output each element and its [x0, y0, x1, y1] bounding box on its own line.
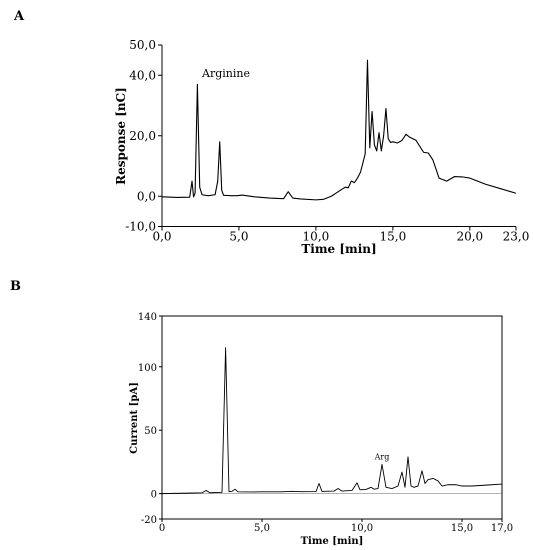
chart-b-trace: [161, 347, 503, 495]
chart-b-x-label: Time [min]: [301, 536, 364, 547]
chart-b-x-tick-label: 0: [159, 523, 165, 534]
chart-a-y-tick-label: 40,0: [129, 68, 156, 82]
chart-b-y-label: Current [pA]: [129, 382, 140, 454]
chart-a-y-tick-label: 50,0: [129, 38, 156, 52]
chart-b-y-tick-label: 140: [138, 312, 157, 323]
chart-a-x-ticks: 0,0 5,0 10,0 15,0 20,0 23,0: [152, 226, 530, 244]
chart-a-x-tick-label: 20,0: [456, 230, 483, 244]
chart-a-x-tick-label: 15,0: [380, 230, 407, 244]
chart-b-y-tick-label: 50: [144, 426, 157, 437]
chart-a-x-label: Time [min]: [301, 242, 376, 256]
chart-a-y-tick-label: 20,0: [129, 129, 156, 143]
panel-label-a: A: [13, 9, 25, 24]
chart-a-x-tick-label: 10,0: [303, 230, 330, 244]
chart-a-trace: [161, 59, 517, 201]
chart-b-y-tick-label: 100: [138, 363, 157, 374]
chart-a: 0,0 5,0 10,0 15,0 20,0 23,0 -10,00,020,040,05…: [114, 38, 529, 256]
chart-b-x-tick-label: 10,0: [351, 523, 373, 534]
chart-a-y-tick-label: -10,0: [125, 220, 156, 234]
chart-a-annotation-arginine: Arginine: [201, 67, 250, 80]
chart-a-y-ticks: -10,0 0,0 20,0 40,0 50,0: [125, 38, 162, 234]
chart-b-y-tick-label: -20: [141, 515, 157, 526]
panel-label-b: B: [10, 279, 21, 294]
chart-a-x-tick-label: 5,0: [229, 230, 248, 244]
chart-b-x-tick-label: 17,0: [491, 523, 513, 534]
chart-a-x-tick-label: 23,0: [503, 230, 530, 244]
chart-a-y-label: Response [nC]: [114, 87, 128, 185]
chart-b-frame: [161, 315, 503, 520]
chart-b-x-tick-label: 15,0: [451, 523, 473, 534]
chart-b-x-tick-label: 5,0: [254, 523, 270, 534]
chart-b-annotation-arg: Arg: [374, 452, 390, 461]
chart-b-x-ticks: 0 5,0 10,0 15,0 17,0: [159, 519, 513, 534]
chart-b-y-ticks: -20 0 50 100 140: [138, 312, 162, 526]
chart-a-y-tick-label: 0,0: [137, 189, 156, 203]
chart-a-x-tick-label: 0,0: [152, 230, 171, 244]
chart-b-y-tick-label: 0: [151, 490, 157, 501]
